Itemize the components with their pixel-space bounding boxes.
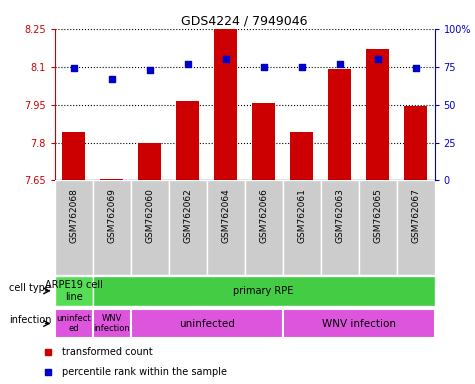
Text: infection: infection bbox=[9, 315, 51, 325]
Point bbox=[184, 61, 191, 67]
FancyBboxPatch shape bbox=[245, 180, 283, 275]
Point bbox=[336, 61, 343, 67]
Bar bbox=[290, 132, 313, 180]
FancyBboxPatch shape bbox=[131, 309, 283, 338]
FancyBboxPatch shape bbox=[359, 180, 397, 275]
Text: primary RPE: primary RPE bbox=[233, 286, 294, 296]
FancyBboxPatch shape bbox=[131, 180, 169, 275]
FancyBboxPatch shape bbox=[207, 180, 245, 275]
Text: GSM762064: GSM762064 bbox=[221, 188, 230, 243]
Text: GSM762065: GSM762065 bbox=[373, 188, 382, 243]
Text: GSM762066: GSM762066 bbox=[259, 188, 268, 243]
Point bbox=[222, 56, 229, 62]
Point bbox=[108, 76, 115, 82]
Text: percentile rank within the sample: percentile rank within the sample bbox=[62, 367, 227, 377]
FancyBboxPatch shape bbox=[321, 180, 359, 275]
Bar bbox=[100, 179, 123, 180]
FancyBboxPatch shape bbox=[397, 180, 435, 275]
FancyBboxPatch shape bbox=[93, 309, 131, 338]
FancyBboxPatch shape bbox=[55, 309, 93, 338]
Text: cell type: cell type bbox=[9, 283, 51, 293]
FancyBboxPatch shape bbox=[55, 180, 93, 275]
Text: GSM762063: GSM762063 bbox=[335, 188, 344, 243]
Point bbox=[412, 65, 419, 71]
Point bbox=[44, 349, 51, 355]
Text: WNV infection: WNV infection bbox=[322, 318, 396, 329]
Bar bbox=[404, 106, 427, 180]
FancyBboxPatch shape bbox=[283, 309, 435, 338]
FancyBboxPatch shape bbox=[283, 180, 321, 275]
FancyBboxPatch shape bbox=[93, 180, 131, 275]
Bar bbox=[62, 132, 85, 180]
Bar bbox=[138, 142, 161, 180]
Text: GSM762068: GSM762068 bbox=[69, 188, 78, 243]
Text: GSM762069: GSM762069 bbox=[107, 188, 116, 243]
Text: uninfected: uninfected bbox=[179, 318, 235, 329]
FancyBboxPatch shape bbox=[169, 180, 207, 275]
FancyBboxPatch shape bbox=[55, 276, 93, 306]
FancyBboxPatch shape bbox=[93, 276, 435, 306]
Text: GSM762061: GSM762061 bbox=[297, 188, 306, 243]
Point bbox=[146, 67, 153, 73]
Bar bbox=[214, 29, 237, 180]
Text: GSM762062: GSM762062 bbox=[183, 188, 192, 243]
Text: ARPE19 cell
line: ARPE19 cell line bbox=[45, 280, 103, 302]
Bar bbox=[252, 103, 275, 180]
Bar bbox=[366, 49, 389, 180]
Title: GDS4224 / 7949046: GDS4224 / 7949046 bbox=[181, 15, 308, 28]
Point bbox=[260, 64, 267, 70]
Point bbox=[70, 65, 77, 71]
Bar bbox=[328, 69, 351, 180]
Point bbox=[298, 64, 305, 70]
Text: transformed count: transformed count bbox=[62, 347, 152, 357]
Point bbox=[374, 56, 381, 62]
Bar bbox=[176, 101, 199, 180]
Point bbox=[44, 369, 51, 375]
Text: GSM762067: GSM762067 bbox=[411, 188, 420, 243]
Text: GSM762060: GSM762060 bbox=[145, 188, 154, 243]
Text: uninfect
ed: uninfect ed bbox=[57, 314, 91, 333]
Text: WNV
infection: WNV infection bbox=[93, 314, 130, 333]
